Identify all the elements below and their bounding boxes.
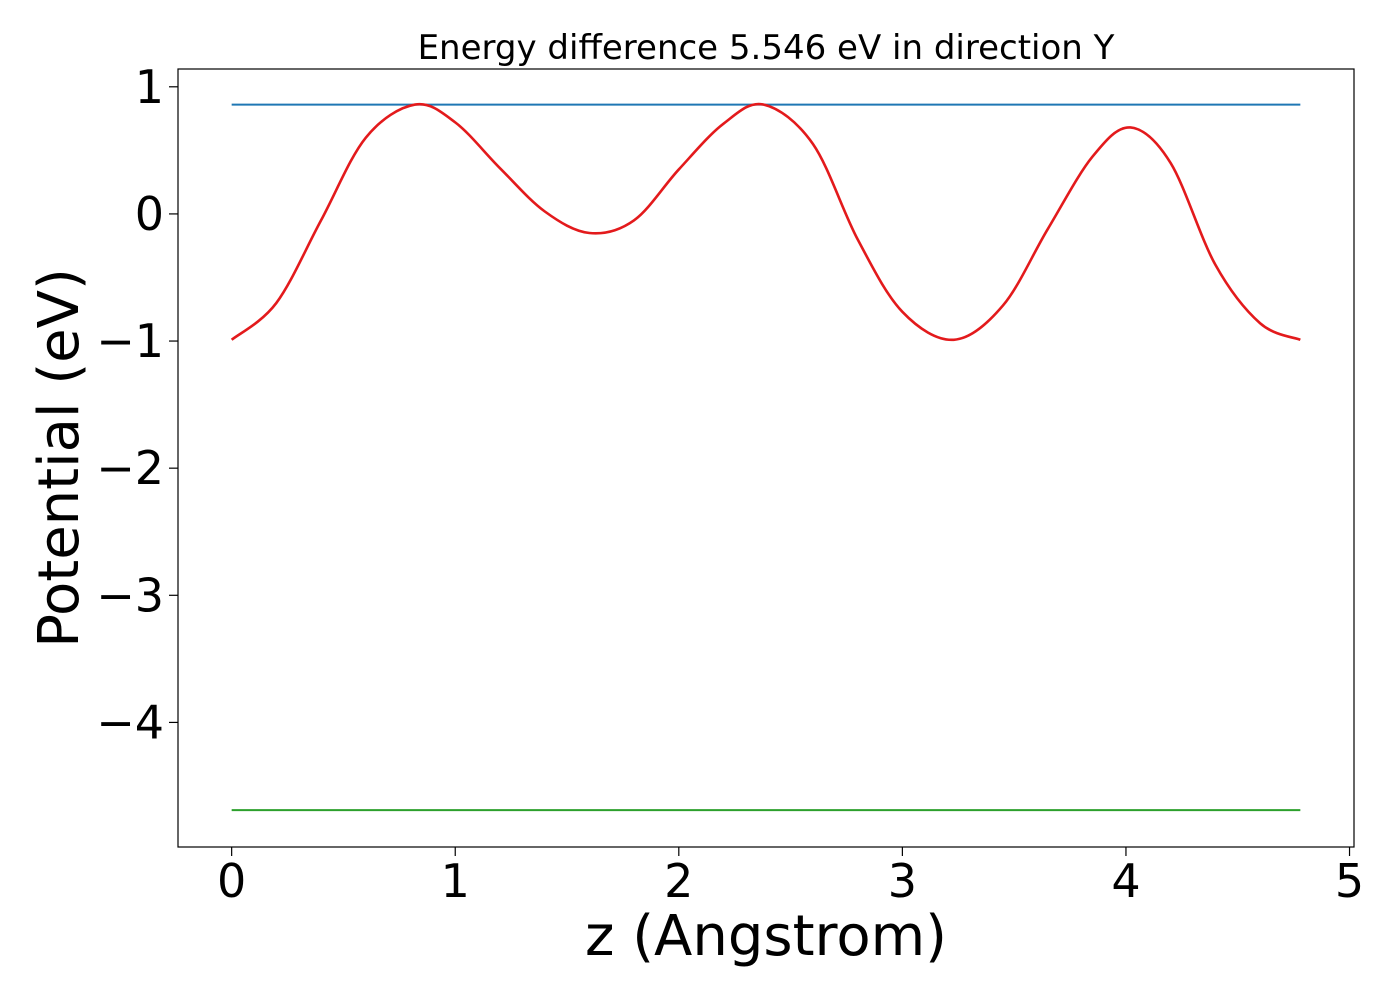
- chart-title: Energy difference 5.546 eV in direction …: [418, 28, 1115, 68]
- axes-frame: [177, 68, 1355, 848]
- series-line-3: [230, 102, 1301, 342]
- y-tick-label: −4: [96, 695, 164, 749]
- x-tick-label: 2: [664, 854, 693, 908]
- axis-ticks: 0 1 2 3 4 5 1 0 −1 −2 −3 −4: [96, 60, 1364, 908]
- y-tick-label: −3: [96, 568, 164, 622]
- x-axis-label: z (Angstrom): [585, 904, 947, 969]
- x-tick-label: 4: [1111, 854, 1140, 908]
- x-tick-label: 1: [441, 854, 470, 908]
- x-tick-label: 3: [888, 854, 917, 908]
- y-tick-label: 1: [135, 60, 164, 114]
- y-tick-label: −2: [96, 441, 164, 495]
- x-tick-label: 0: [217, 854, 246, 908]
- y-axis-label: Potential (eV): [27, 268, 92, 648]
- y-tick-label: 0: [135, 187, 164, 241]
- plot-area: [230, 102, 1301, 812]
- x-tick-label: 5: [1335, 854, 1364, 908]
- y-tick-label: −1: [96, 314, 164, 368]
